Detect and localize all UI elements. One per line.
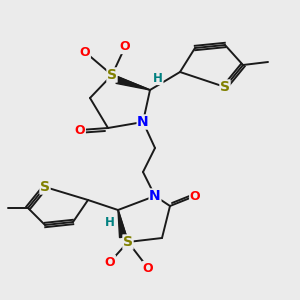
- Text: O: O: [75, 124, 85, 136]
- Text: S: S: [123, 235, 133, 249]
- Text: H: H: [105, 215, 115, 229]
- Text: S: S: [220, 80, 230, 94]
- Polygon shape: [116, 77, 150, 90]
- Text: O: O: [190, 190, 200, 202]
- Text: O: O: [80, 46, 90, 59]
- Text: N: N: [137, 115, 149, 129]
- Text: S: S: [107, 68, 117, 82]
- Text: O: O: [120, 40, 130, 53]
- Text: O: O: [143, 262, 153, 275]
- Text: N: N: [149, 189, 161, 203]
- Text: H: H: [153, 71, 163, 85]
- Text: S: S: [40, 180, 50, 194]
- Text: O: O: [105, 256, 115, 268]
- Polygon shape: [118, 210, 126, 238]
